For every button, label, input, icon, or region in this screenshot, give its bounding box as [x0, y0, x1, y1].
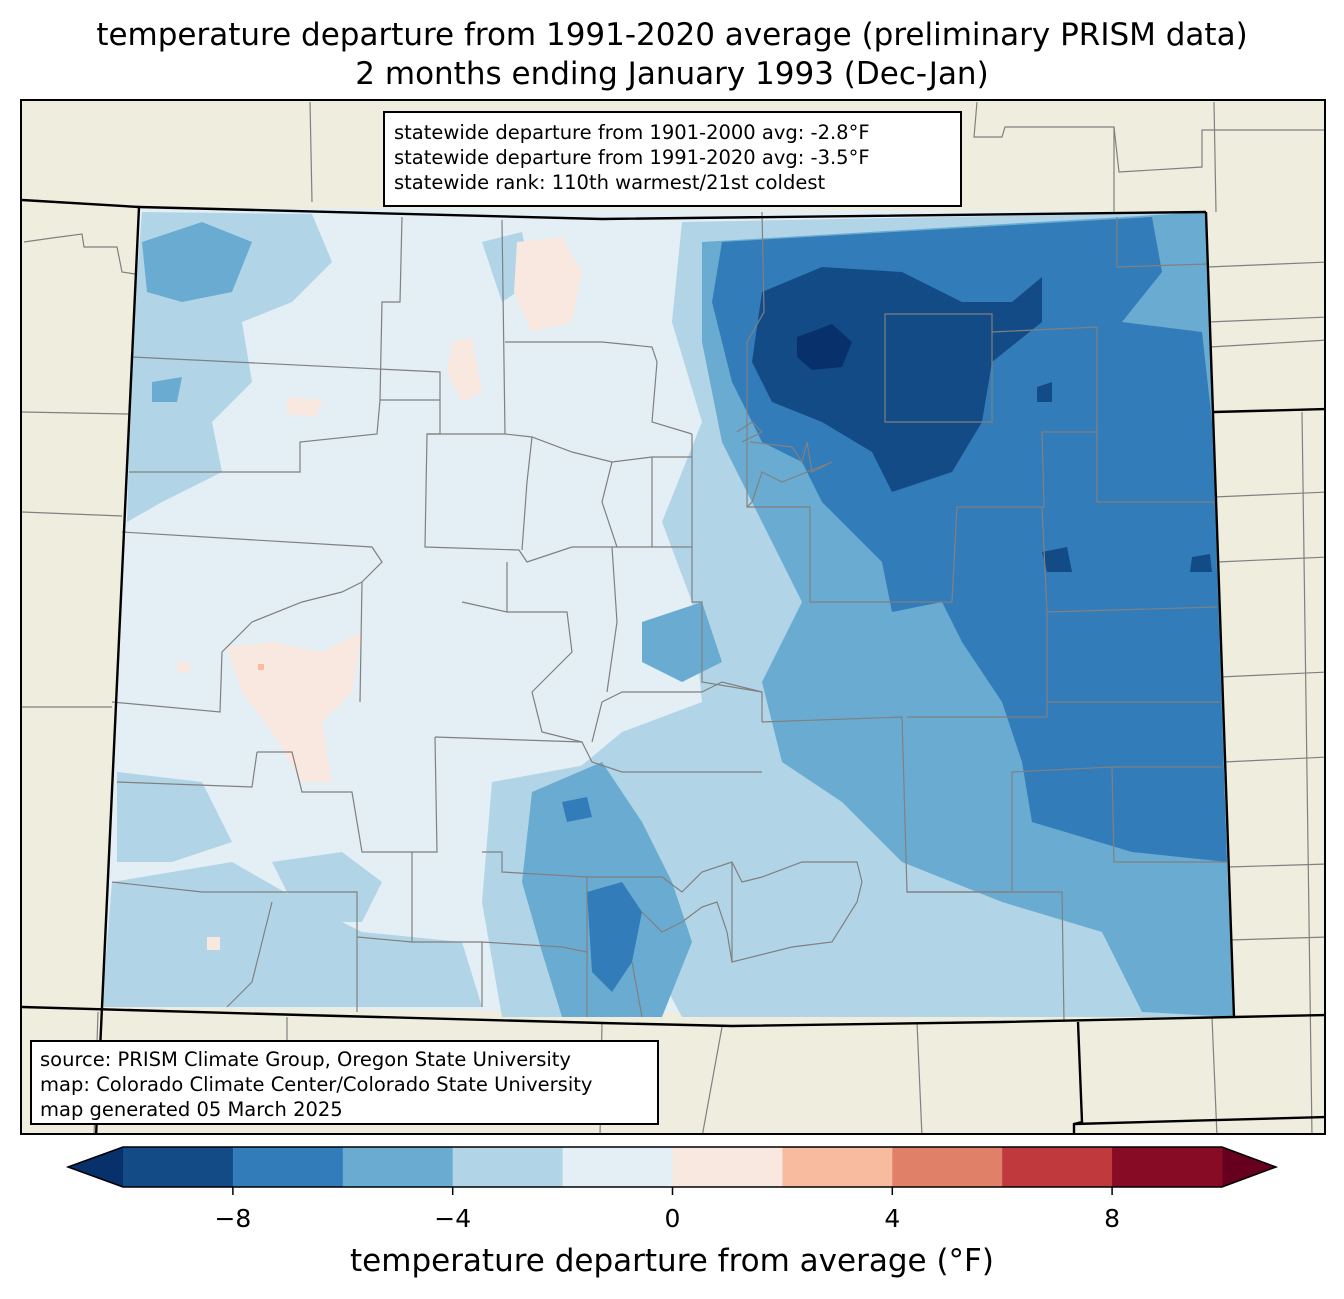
colorbar-bin: [123, 1147, 234, 1187]
colorbar-bin: [562, 1147, 673, 1187]
map-title-line1: temperature departure from 1991-2020 ave…: [96, 17, 1248, 53]
colorbar-tick-label: 0: [664, 1204, 681, 1233]
colorbar-tick-label: 4: [884, 1204, 901, 1233]
colorbar-bin: [1002, 1147, 1113, 1187]
colorbar-tick-label: 8: [1104, 1204, 1121, 1233]
stats-departure-1991-2020: statewide departure from 1991-2020 avg: …: [394, 146, 870, 169]
map-title-line2: 2 months ending January 1993 (Dec-Jan): [355, 56, 989, 92]
colorbar-bin: [782, 1147, 893, 1187]
stats-departure-1901-2000: statewide departure from 1901-2000 avg: …: [394, 121, 870, 144]
statewide-stats-box: statewide departure from 1901-2000 avg: …: [383, 111, 962, 207]
map-panel: [20, 99, 1326, 1135]
colorbar-label: temperature departure from average (°F): [350, 1243, 994, 1279]
source-line: source: PRISM Climate Group, Oregon Stat…: [40, 1048, 571, 1071]
colorbar-bin: [672, 1147, 783, 1187]
map-credit-line: map: Colorado Climate Center/Colorado St…: [40, 1073, 593, 1096]
source-credit-box: source: PRISM Climate Group, Oregon Stat…: [30, 1040, 659, 1125]
colorbar-bin: [342, 1147, 454, 1187]
colorbar-outline: [65, 1146, 1279, 1188]
stats-rank: statewide rank: 110th warmest/21st colde…: [394, 171, 826, 194]
colorbar-tick-label: −8: [214, 1204, 252, 1233]
colorbar-over-extension: [1222, 1147, 1276, 1187]
colorbar-tick-label: −4: [434, 1204, 472, 1233]
colorbar-bin: [892, 1147, 1003, 1187]
temperature-contours: [102, 212, 1234, 1017]
colorbar-bin: [452, 1147, 564, 1187]
colorbar-under-extension: [68, 1147, 123, 1187]
colorbar-bin: [1112, 1147, 1223, 1187]
colorado-temperature-map: [22, 101, 1324, 1133]
colorbar: [65, 1146, 1279, 1195]
generated-date-line: map generated 05 March 2025: [40, 1098, 343, 1121]
county-lines: [111, 211, 1227, 1023]
colorbar-bin: [232, 1147, 344, 1187]
